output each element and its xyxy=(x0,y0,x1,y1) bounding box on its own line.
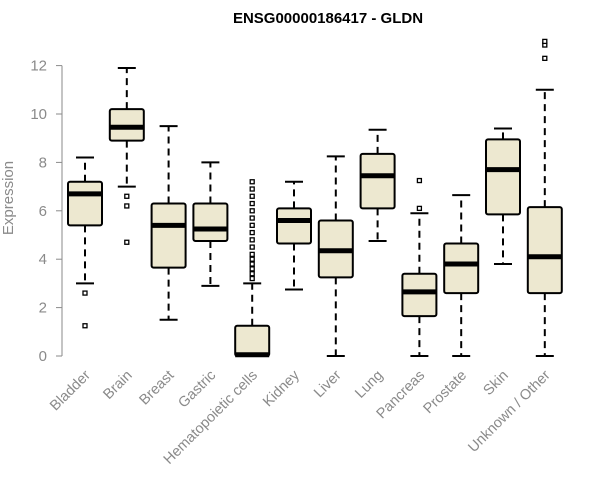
outlier-point xyxy=(249,261,255,267)
iqr-box xyxy=(359,152,396,210)
x-tick-label: Skin xyxy=(481,368,512,399)
outlier-point xyxy=(249,244,255,250)
box-pancreas xyxy=(401,177,438,357)
x-tick-label: Prostate xyxy=(421,368,470,417)
outlier-point xyxy=(249,229,255,236)
y-axis: 0 2 4 6 8 10 12 xyxy=(30,58,63,365)
iqr-box xyxy=(67,180,103,227)
chart-title: ENSG00000186417 - GLDN xyxy=(233,10,423,27)
outlier-point xyxy=(416,177,423,184)
outlier-point xyxy=(249,200,255,207)
box-unknown-other xyxy=(526,38,563,357)
outlier-point xyxy=(249,266,255,272)
y-tick-label: 4 xyxy=(39,251,47,268)
x-tick-label: Liver xyxy=(311,367,345,401)
outlier-point xyxy=(82,290,88,296)
box-brain xyxy=(108,67,145,245)
outlier-point xyxy=(416,205,423,212)
box-skin xyxy=(485,127,521,266)
y-tick-label: 6 xyxy=(39,203,47,220)
iqr-box xyxy=(150,202,187,269)
box-breast xyxy=(150,125,187,321)
outlier-point xyxy=(249,256,255,262)
iqr-box xyxy=(276,207,312,245)
box-hematopoietic-cells xyxy=(234,179,271,358)
x-tick-label: Brain xyxy=(100,368,135,403)
outlier-point xyxy=(249,275,255,282)
box-kidney xyxy=(276,180,312,291)
outlier-point xyxy=(249,237,255,243)
outlier-point xyxy=(124,203,130,209)
x-tick-label: Breast xyxy=(136,368,177,409)
x-tick-label: Lung xyxy=(352,368,386,402)
box-gastric xyxy=(192,161,229,287)
outlier-point xyxy=(124,193,130,199)
outlier-point xyxy=(249,179,255,185)
y-axis-label: Expression xyxy=(0,161,17,235)
x-tick-label: Bladder xyxy=(47,367,94,414)
box-liver xyxy=(317,155,354,357)
outlier-point xyxy=(249,222,255,228)
iqr-box xyxy=(401,272,438,318)
outlier-point xyxy=(124,239,130,245)
outlier-point xyxy=(82,323,88,329)
box-prostate xyxy=(443,194,480,357)
outlier-point xyxy=(249,251,255,258)
box-lung xyxy=(359,128,396,243)
y-tick-label: 10 xyxy=(30,106,47,123)
outlier-point xyxy=(542,38,548,45)
outlier-point xyxy=(542,55,548,61)
iqr-box xyxy=(234,324,271,357)
iqr-box xyxy=(443,242,480,295)
outlier-point xyxy=(249,193,255,199)
iqr-box xyxy=(192,202,229,243)
y-tick-label: 12 xyxy=(30,58,47,75)
y-tick-label: 0 xyxy=(39,348,47,365)
outlier-point xyxy=(249,271,255,277)
x-tick-label: Kidney xyxy=(260,367,303,410)
box-bladder xyxy=(67,156,103,329)
outlier-point xyxy=(249,215,255,221)
iqr-box xyxy=(526,206,563,295)
box-series xyxy=(67,38,563,358)
outlier-point xyxy=(249,208,255,214)
iqr-box xyxy=(485,138,521,216)
outlier-point xyxy=(249,186,255,192)
y-tick-label: 2 xyxy=(39,300,47,317)
y-tick-label: 8 xyxy=(39,154,47,171)
